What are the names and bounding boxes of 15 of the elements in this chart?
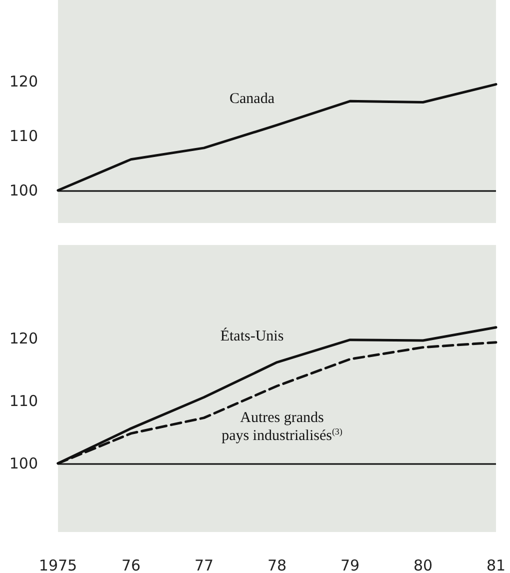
series-label: États-Unis	[220, 327, 284, 344]
y-tick-label: 120	[9, 72, 38, 91]
y-tick-label: 110	[9, 392, 38, 410]
x-tick-label: 78	[267, 556, 287, 573]
y-tick-label: 120	[9, 330, 38, 348]
x-tick-label: 81	[486, 556, 506, 573]
y-tick-label: 110	[9, 126, 38, 145]
x-tick-label: 77	[194, 556, 214, 573]
x-tick-label: 76	[121, 556, 141, 573]
x-tick-label: 1975	[38, 556, 78, 573]
series-label: Canada	[230, 91, 275, 108]
x-tick-label: 79	[340, 556, 360, 573]
y-tick-label: 100	[9, 454, 38, 472]
x-tick-label: 80	[413, 556, 433, 573]
y-tick-label: 100	[9, 181, 38, 200]
